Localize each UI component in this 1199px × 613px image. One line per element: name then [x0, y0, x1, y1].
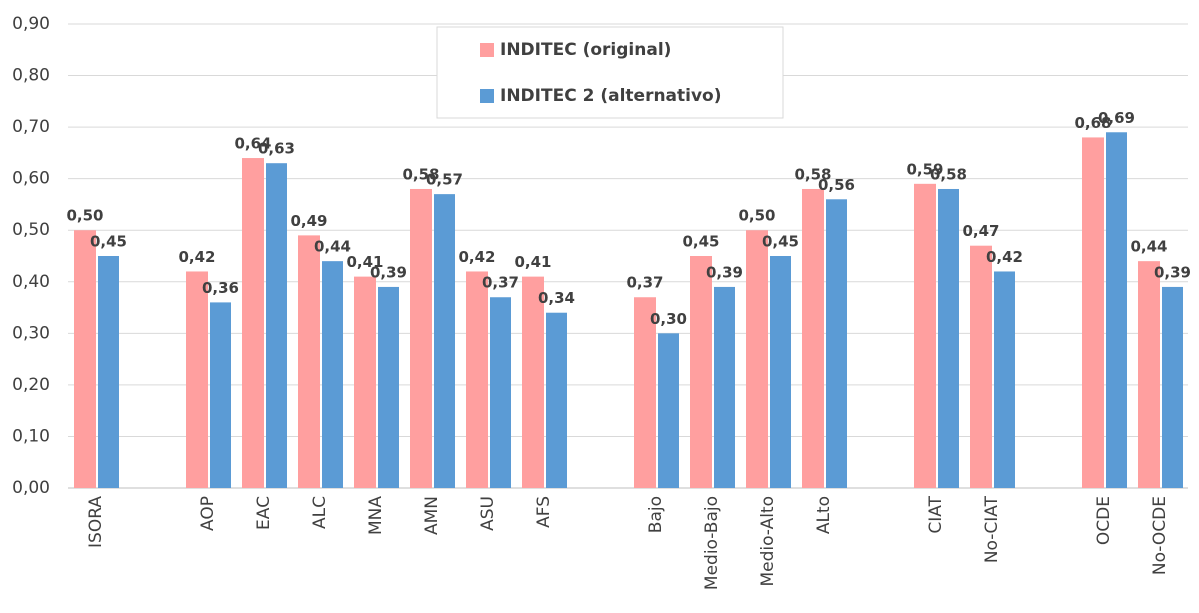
value-label: 0,42 — [178, 248, 215, 266]
bar — [322, 261, 343, 488]
bar — [914, 183, 936, 489]
x-tick-label: AFS — [534, 496, 554, 528]
y-tick-label: 0,90 — [12, 14, 50, 34]
x-tick-label: CIAT — [926, 495, 946, 533]
legend-swatch — [480, 89, 494, 103]
value-label: 0,59 — [906, 160, 943, 178]
value-label: 0,44 — [1130, 238, 1167, 256]
bar — [546, 312, 567, 488]
y-tick-label: 0,30 — [12, 323, 50, 343]
bar — [298, 235, 320, 488]
bar — [634, 297, 656, 488]
bar — [522, 276, 544, 488]
x-tick-label: EAC — [254, 496, 274, 530]
x-tick-label: ASU — [478, 496, 498, 531]
y-tick-label: 0,10 — [12, 426, 50, 446]
value-label: 0,63 — [258, 140, 295, 158]
bar — [770, 256, 791, 488]
value-label: 0,34 — [538, 289, 575, 307]
bar — [354, 276, 376, 488]
bar — [74, 230, 96, 488]
value-label: 0,68 — [1074, 114, 1111, 132]
value-label: 0,45 — [682, 233, 719, 251]
bar — [1138, 261, 1160, 488]
value-label: 0,58 — [794, 165, 831, 183]
bar — [690, 256, 712, 488]
y-tick-label: 0,20 — [12, 375, 50, 395]
x-tick-label: ALC — [310, 496, 330, 529]
value-label: 0,57 — [426, 171, 463, 189]
bar — [266, 163, 287, 488]
bar — [186, 271, 208, 488]
legend-label: INDITEC (original) — [500, 40, 671, 60]
value-label: 0,39 — [706, 263, 743, 281]
value-label: 0,37 — [482, 274, 519, 292]
bar — [410, 188, 432, 488]
bar — [714, 286, 735, 488]
bar — [242, 158, 264, 489]
value-label: 0,47 — [962, 222, 999, 240]
bar — [994, 271, 1015, 488]
bar — [746, 230, 768, 488]
bar — [970, 245, 992, 488]
value-label: 0,49 — [290, 212, 327, 230]
x-tick-label: Medio-Bajo — [702, 496, 722, 590]
value-label: 0,45 — [762, 233, 799, 251]
value-label: 0,39 — [1154, 263, 1191, 281]
value-label: 0,58 — [930, 165, 967, 183]
bar — [466, 271, 488, 488]
value-label: 0,39 — [370, 263, 407, 281]
x-tick-label: ISORA — [86, 496, 106, 548]
bar — [434, 194, 455, 488]
value-label: 0,50 — [66, 207, 103, 225]
x-tick-label: Medio-Alto — [758, 496, 778, 587]
bar — [658, 333, 679, 488]
bar — [1162, 286, 1183, 488]
y-tick-label: 0,70 — [12, 117, 50, 137]
bar — [490, 297, 511, 488]
bar — [1106, 132, 1127, 488]
bar — [938, 188, 959, 488]
value-label: 0,45 — [90, 233, 127, 251]
value-label: 0,41 — [514, 253, 551, 271]
y-tick-label: 0,40 — [12, 272, 50, 292]
value-label: 0,56 — [818, 176, 855, 194]
y-tick-label: 0,80 — [12, 66, 50, 86]
value-label: 0,58 — [402, 165, 439, 183]
x-tick-label: No-OCDE — [1150, 496, 1170, 575]
legend-swatch — [480, 43, 494, 57]
value-label: 0,36 — [202, 279, 239, 297]
legend-box — [436, 26, 784, 119]
value-label: 0,50 — [738, 207, 775, 225]
value-label: 0,69 — [1098, 109, 1135, 127]
bar — [826, 199, 847, 489]
x-tick-label: No-CIAT — [982, 495, 1002, 563]
bar — [210, 302, 231, 488]
value-label: 0,30 — [650, 310, 687, 328]
bar — [1082, 137, 1104, 488]
x-tick-label: Bajo — [646, 496, 666, 533]
value-label: 0,44 — [314, 238, 351, 256]
value-label: 0,41 — [346, 253, 383, 271]
x-tick-label: OCDE — [1094, 496, 1114, 545]
value-label: 0,64 — [234, 135, 271, 153]
y-tick-label: 0,00 — [12, 478, 50, 498]
legend-label: INDITEC 2 (alternativo) — [500, 86, 722, 106]
x-tick-label: ALto — [814, 496, 834, 534]
y-tick-label: 0,50 — [12, 220, 50, 240]
value-label: 0,42 — [986, 248, 1023, 266]
bar — [98, 256, 119, 488]
bar — [378, 286, 399, 488]
y-tick-label: 0,60 — [12, 169, 50, 189]
x-tick-label: MNA — [366, 496, 386, 535]
x-tick-label: AOP — [198, 496, 218, 531]
value-label: 0,42 — [458, 248, 495, 266]
value-label: 0,37 — [626, 274, 663, 292]
bar — [802, 188, 824, 488]
x-tick-label: AMN — [422, 496, 442, 535]
